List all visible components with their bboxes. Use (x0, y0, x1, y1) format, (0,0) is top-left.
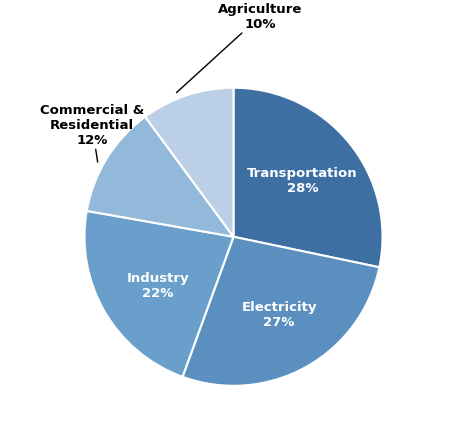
Wedge shape (234, 89, 382, 267)
Wedge shape (183, 237, 379, 386)
Wedge shape (145, 89, 234, 237)
Wedge shape (87, 117, 234, 237)
Text: Transportation
28%: Transportation 28% (247, 166, 358, 194)
Text: Agriculture
10%: Agriculture 10% (177, 3, 303, 93)
Text: Electricity
27%: Electricity 27% (241, 300, 317, 328)
Text: Industry
22%: Industry 22% (127, 271, 189, 299)
Wedge shape (85, 212, 234, 377)
Text: Commercial &
Residential
12%: Commercial & Residential 12% (40, 104, 144, 163)
